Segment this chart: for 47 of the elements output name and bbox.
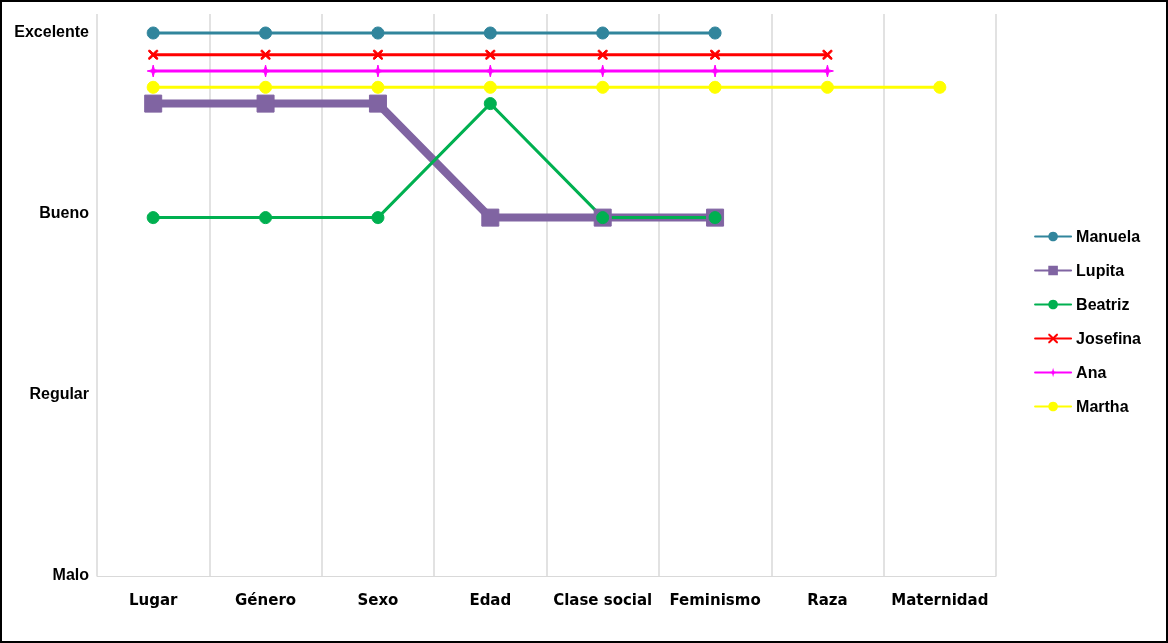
x-tick-label: Edad — [469, 591, 512, 609]
point — [708, 26, 722, 40]
point — [368, 94, 387, 113]
point — [372, 49, 383, 60]
x-tick-label: Lugar — [128, 591, 179, 609]
point — [483, 80, 497, 94]
x-tick-label: Sexo — [357, 591, 399, 609]
point — [260, 49, 271, 60]
point — [146, 26, 160, 40]
point — [708, 80, 722, 94]
x-tick-label: Raza — [807, 591, 848, 609]
point — [259, 211, 273, 225]
point — [256, 94, 275, 113]
point — [485, 49, 496, 60]
point — [481, 208, 500, 227]
point — [933, 80, 947, 94]
point — [710, 49, 721, 60]
text: Excelente — [14, 22, 90, 40]
point — [371, 211, 385, 225]
point — [146, 211, 160, 225]
point — [820, 80, 834, 94]
legend-label: Beatriz — [1076, 296, 1130, 313]
text: Regular — [29, 384, 89, 402]
legend-label: Ana — [1076, 364, 1107, 381]
legend-label: Manuela — [1076, 228, 1141, 245]
point — [148, 49, 159, 60]
point — [144, 94, 163, 113]
point — [596, 80, 610, 94]
point — [371, 80, 385, 94]
x-tick-label: Clase social — [553, 591, 653, 609]
x-tick-label: Maternidad — [891, 591, 989, 609]
point — [596, 26, 610, 40]
x-tick-label: Feminismo — [669, 591, 761, 609]
legend-label: Martha — [1076, 398, 1129, 415]
legend-label: Lupita — [1076, 262, 1125, 279]
point — [259, 80, 273, 94]
point — [483, 97, 497, 111]
text: Malo — [52, 565, 90, 583]
point — [146, 80, 160, 94]
text: Bueno — [39, 203, 90, 221]
x-tick-label: Género — [235, 591, 297, 609]
point — [597, 49, 608, 60]
point — [371, 26, 385, 40]
point — [259, 26, 273, 40]
point — [822, 49, 833, 60]
legend-label: Josefina — [1076, 330, 1142, 347]
point — [483, 26, 497, 40]
